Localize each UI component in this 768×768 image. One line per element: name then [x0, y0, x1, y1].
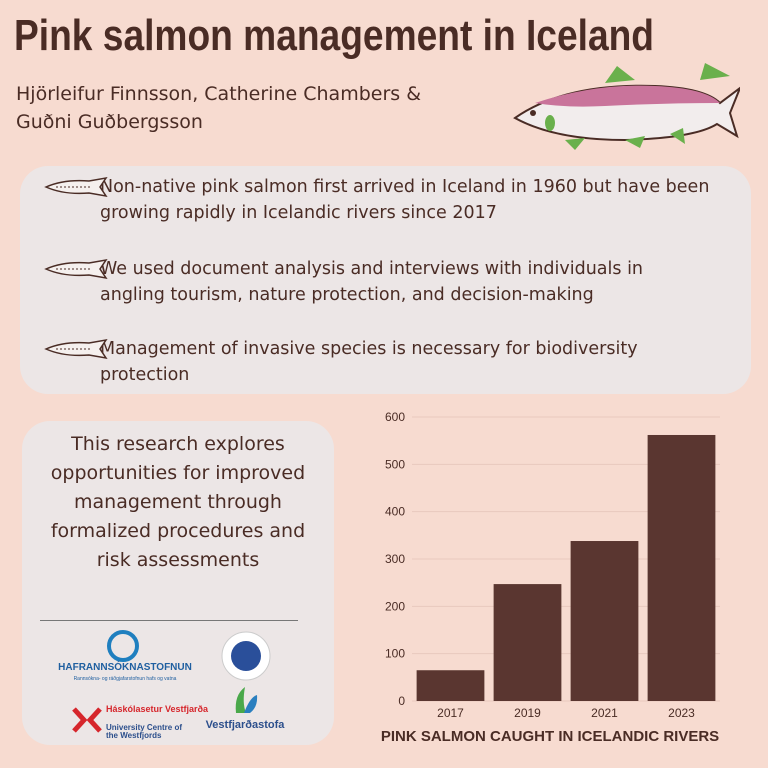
hafro-icon	[107, 630, 139, 662]
y-tick-label: 600	[385, 410, 405, 424]
logo-name: HAFRANNSÓKNASTOFNUN	[58, 662, 192, 673]
x-tick-label: 2023	[668, 706, 695, 720]
title-wrap: Pink salmon management in Iceland	[14, 11, 654, 60]
x-tick-label: 2017	[437, 706, 464, 720]
bar	[416, 670, 485, 701]
y-tick-label: 100	[385, 647, 405, 661]
bullet-fish	[44, 258, 108, 280]
fish-illustration	[513, 63, 740, 150]
summary-box	[22, 421, 334, 745]
bullet: We used document analysis and interviews…	[100, 259, 644, 305]
bullet-fish	[44, 176, 108, 198]
ua-logo	[221, 631, 271, 681]
bar	[570, 541, 639, 701]
bullet: Non-native pink salmon first arrived in …	[100, 177, 710, 223]
divider	[40, 620, 298, 621]
y-tick-label: 400	[385, 505, 405, 519]
bar	[493, 584, 562, 701]
summary: This research explores opportunities for…	[50, 433, 306, 571]
bullet-fish	[44, 338, 108, 360]
logo-name: Vestfjarðastofa	[205, 719, 285, 731]
y-tick-label: 500	[385, 457, 405, 471]
y-tick-label: 0	[398, 694, 405, 708]
y-tick-label: 300	[385, 552, 405, 566]
chart-title: PINK SALMON CAUGHT IN ICELANDIC RIVERS	[381, 728, 719, 745]
uw-icon	[72, 707, 102, 733]
bar	[647, 434, 716, 701]
logo-english: University Centre of the Westfjords	[106, 723, 183, 740]
bullet: Management of invasive species is necess…	[100, 339, 638, 385]
x-tick-label: 2021	[591, 706, 618, 720]
x-tick-label: 2019	[514, 706, 541, 720]
chart: 0 100 200 300 400 500 600 2017 2019 2021 2023 PINK …	[381, 410, 720, 745]
title: Pink salmon management in Iceland	[14, 11, 654, 60]
logo-name: Háskólasetur Vestfjarða	[106, 704, 209, 714]
vf-icon	[235, 687, 258, 713]
findings-box	[20, 166, 751, 394]
authors: Hjörleifur Finnsson, Catherine Chambers …	[16, 83, 422, 133]
logo-tagline: Rannsókna- og ráðgjafarstofnun hafs og v…	[73, 676, 177, 682]
y-tick-label: 200	[385, 599, 405, 613]
